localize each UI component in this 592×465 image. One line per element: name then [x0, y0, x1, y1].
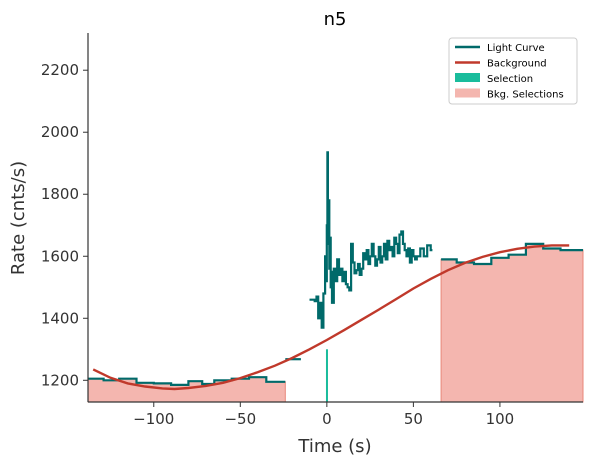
chart-title: n5: [324, 9, 347, 30]
light-curve-line: [309, 151, 433, 329]
light-curve-line: [88, 376, 286, 386]
y-tick-label: 1200: [41, 371, 79, 389]
legend-label: Selection: [487, 74, 533, 85]
legend-swatch-patch: [455, 88, 480, 98]
x-tick-label: 100: [486, 410, 515, 428]
y-tick-label: 1800: [41, 185, 79, 203]
y-tick-label: 2000: [41, 123, 79, 141]
x-tick-label: −50: [224, 410, 256, 428]
plot-area: [87, 151, 584, 403]
legend-label: Bkg. Selections: [487, 90, 564, 101]
axes: −100 −50 0 50 100 1200 1400 1600 1800 2000 2200: [41, 33, 583, 428]
y-axis-title: Rate (cnts/s): [8, 161, 29, 275]
background-line: [92, 244, 570, 391]
y-tick-label: 1400: [41, 309, 79, 327]
x-tick-label: 0: [322, 410, 332, 428]
legend-label: Background: [487, 59, 547, 70]
y-tick-label: 1600: [41, 247, 79, 265]
x-tick-label: 50: [404, 410, 423, 428]
y-tick-label: 2200: [41, 61, 79, 79]
x-axis-title: Time (s): [297, 436, 371, 457]
legend-label: Light Curve: [487, 43, 545, 54]
selection-region: [325, 349, 328, 402]
bkg-selection-region: [440, 243, 584, 403]
legend: Light Curve Background Selection Bkg. Selec…: [448, 37, 578, 105]
legend-swatch-patch: [455, 73, 480, 82]
legend-frame: [448, 37, 578, 105]
x-tick-label: −100: [133, 410, 174, 428]
